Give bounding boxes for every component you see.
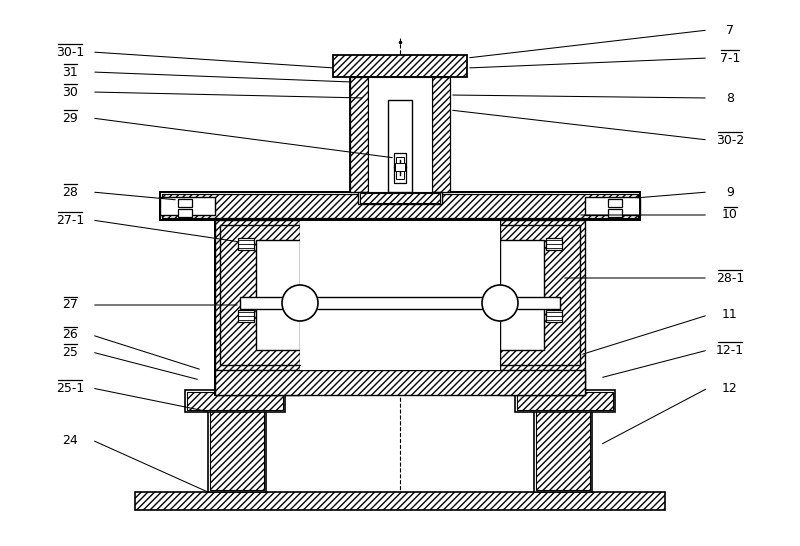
Bar (517, 392, 613, 410)
Text: 28: 28 (62, 186, 78, 199)
Bar (395, 163, 405, 171)
Text: 24: 24 (62, 434, 78, 447)
Bar (396, 157, 404, 179)
Bar (500, 240, 544, 350)
Text: 28-1: 28-1 (716, 271, 744, 284)
Bar (358, 192, 442, 204)
Bar (350, 77, 368, 192)
Bar (210, 410, 264, 490)
Bar (178, 209, 192, 217)
Bar (536, 410, 590, 490)
Bar (515, 390, 615, 412)
Bar (256, 240, 300, 350)
Bar (178, 199, 192, 207)
Bar (238, 238, 254, 250)
Bar (238, 310, 254, 322)
Bar (160, 192, 640, 220)
Text: 29: 29 (62, 111, 78, 124)
Text: 27: 27 (62, 299, 78, 312)
Bar (135, 492, 665, 510)
Bar (333, 55, 467, 77)
Bar (534, 408, 592, 492)
Bar (240, 297, 560, 309)
Text: 12-1: 12-1 (716, 343, 744, 357)
Text: 26: 26 (62, 329, 78, 341)
Bar (208, 408, 266, 492)
Bar (162, 194, 638, 218)
Bar (215, 220, 585, 395)
Bar (585, 197, 640, 215)
Text: 30-1: 30-1 (56, 45, 84, 58)
Bar (500, 220, 585, 395)
Bar (546, 238, 562, 250)
Bar (388, 100, 412, 192)
Text: 11: 11 (722, 308, 738, 322)
Text: 25: 25 (62, 346, 78, 359)
Text: 30: 30 (62, 86, 78, 98)
Text: 31: 31 (62, 66, 78, 79)
Bar (432, 77, 450, 192)
Bar (350, 77, 450, 192)
Bar (215, 370, 585, 395)
Text: 9: 9 (726, 186, 734, 199)
Text: 7-1: 7-1 (720, 51, 740, 64)
Bar (300, 225, 500, 365)
Bar (360, 193, 440, 203)
Text: 27-1: 27-1 (56, 213, 84, 227)
Circle shape (282, 285, 318, 321)
Text: 8: 8 (726, 92, 734, 104)
Bar (500, 225, 580, 365)
Bar (608, 199, 622, 207)
Bar (546, 310, 562, 322)
Bar (608, 209, 622, 217)
Bar (368, 77, 432, 192)
Bar (160, 197, 215, 215)
Bar (160, 192, 640, 220)
Bar (215, 220, 300, 395)
Text: 30-2: 30-2 (716, 134, 744, 146)
Bar (300, 220, 500, 370)
Text: 7: 7 (726, 23, 734, 37)
Text: 10: 10 (722, 209, 738, 222)
Text: 12: 12 (722, 382, 738, 395)
Bar (185, 390, 285, 412)
Bar (394, 153, 406, 183)
Bar (187, 392, 283, 410)
Bar (220, 225, 300, 365)
Text: 25-1: 25-1 (56, 382, 84, 395)
Circle shape (482, 285, 518, 321)
